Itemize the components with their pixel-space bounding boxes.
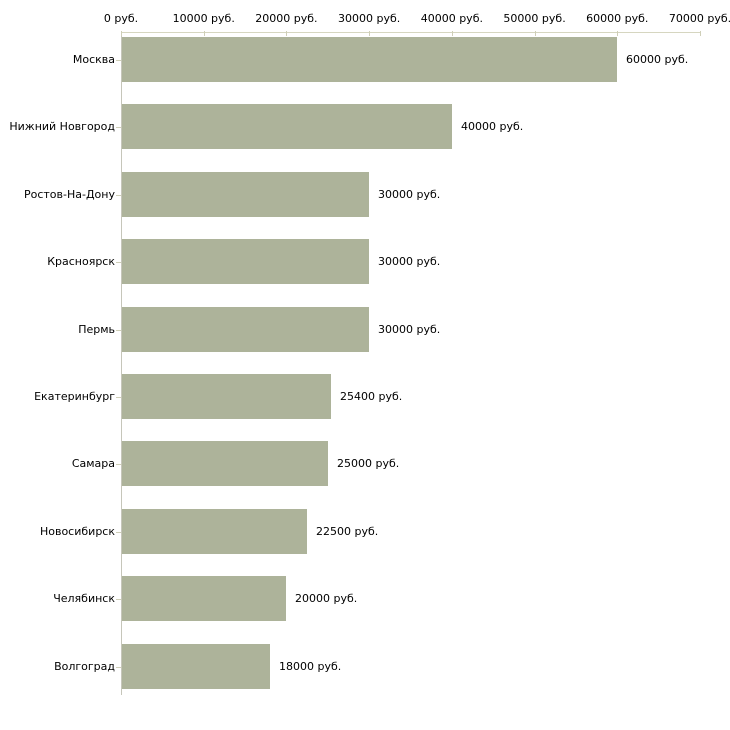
bar [122, 441, 328, 486]
x-tick [286, 31, 287, 36]
x-tick-label: 40000 руб. [420, 12, 483, 25]
bar [122, 374, 331, 419]
x-tick-label: 60000 руб. [586, 12, 649, 25]
bar [122, 172, 369, 217]
bar [122, 37, 617, 82]
bar [122, 644, 270, 689]
bar-value-label: 25400 руб. [340, 390, 403, 403]
y-tick [116, 464, 121, 465]
category-label: Новосибирск [39, 525, 115, 538]
bar-value-label: 30000 руб. [378, 255, 441, 268]
x-tick [121, 31, 122, 36]
bar [122, 576, 286, 621]
x-tick [204, 31, 205, 36]
category-label: Красноярск [47, 255, 115, 268]
y-tick [116, 127, 121, 128]
category-label: Челябинск [53, 592, 115, 605]
y-tick [116, 532, 121, 533]
category-label: Самара [71, 457, 115, 470]
x-tick-label: 10000 руб. [172, 12, 235, 25]
bar-value-label: 20000 руб. [295, 592, 358, 605]
x-tick-label: 70000 руб. [668, 12, 730, 25]
y-tick [116, 397, 121, 398]
y-tick [116, 262, 121, 263]
category-label: Нижний Новгород [9, 120, 115, 133]
x-tick [452, 31, 453, 36]
y-tick [116, 195, 121, 196]
category-label: Ростов-На-Дону [23, 188, 115, 201]
y-tick [116, 330, 121, 331]
x-tick [535, 31, 536, 36]
bar-value-label: 22500 руб. [316, 525, 379, 538]
y-tick [116, 667, 121, 668]
y-tick [116, 60, 121, 61]
x-tick-label: 30000 руб. [338, 12, 401, 25]
bar-value-label: 60000 руб. [626, 53, 689, 66]
x-tick-label: 50000 руб. [503, 12, 566, 25]
bar [122, 509, 307, 554]
x-tick [617, 31, 618, 36]
bar-value-label: 30000 руб. [378, 323, 441, 336]
bar-value-label: 18000 руб. [279, 660, 342, 673]
bar-value-label: 40000 руб. [461, 120, 524, 133]
x-tick [700, 31, 701, 36]
bar-value-label: 30000 руб. [378, 188, 441, 201]
x-tick-label: 0 руб. [103, 12, 139, 25]
category-label: Москва [72, 53, 115, 66]
x-tick [369, 31, 370, 36]
bar [122, 239, 369, 284]
bar-value-label: 25000 руб. [337, 457, 400, 470]
x-tick-label: 20000 руб. [255, 12, 318, 25]
bar [122, 104, 452, 149]
category-label: Волгоград [54, 660, 115, 673]
x-axis-line [121, 32, 700, 33]
category-label: Екатеринбург [34, 390, 115, 403]
bar [122, 307, 369, 352]
y-tick [116, 599, 121, 600]
y-axis-line [121, 32, 122, 695]
category-label: Пермь [78, 323, 115, 336]
